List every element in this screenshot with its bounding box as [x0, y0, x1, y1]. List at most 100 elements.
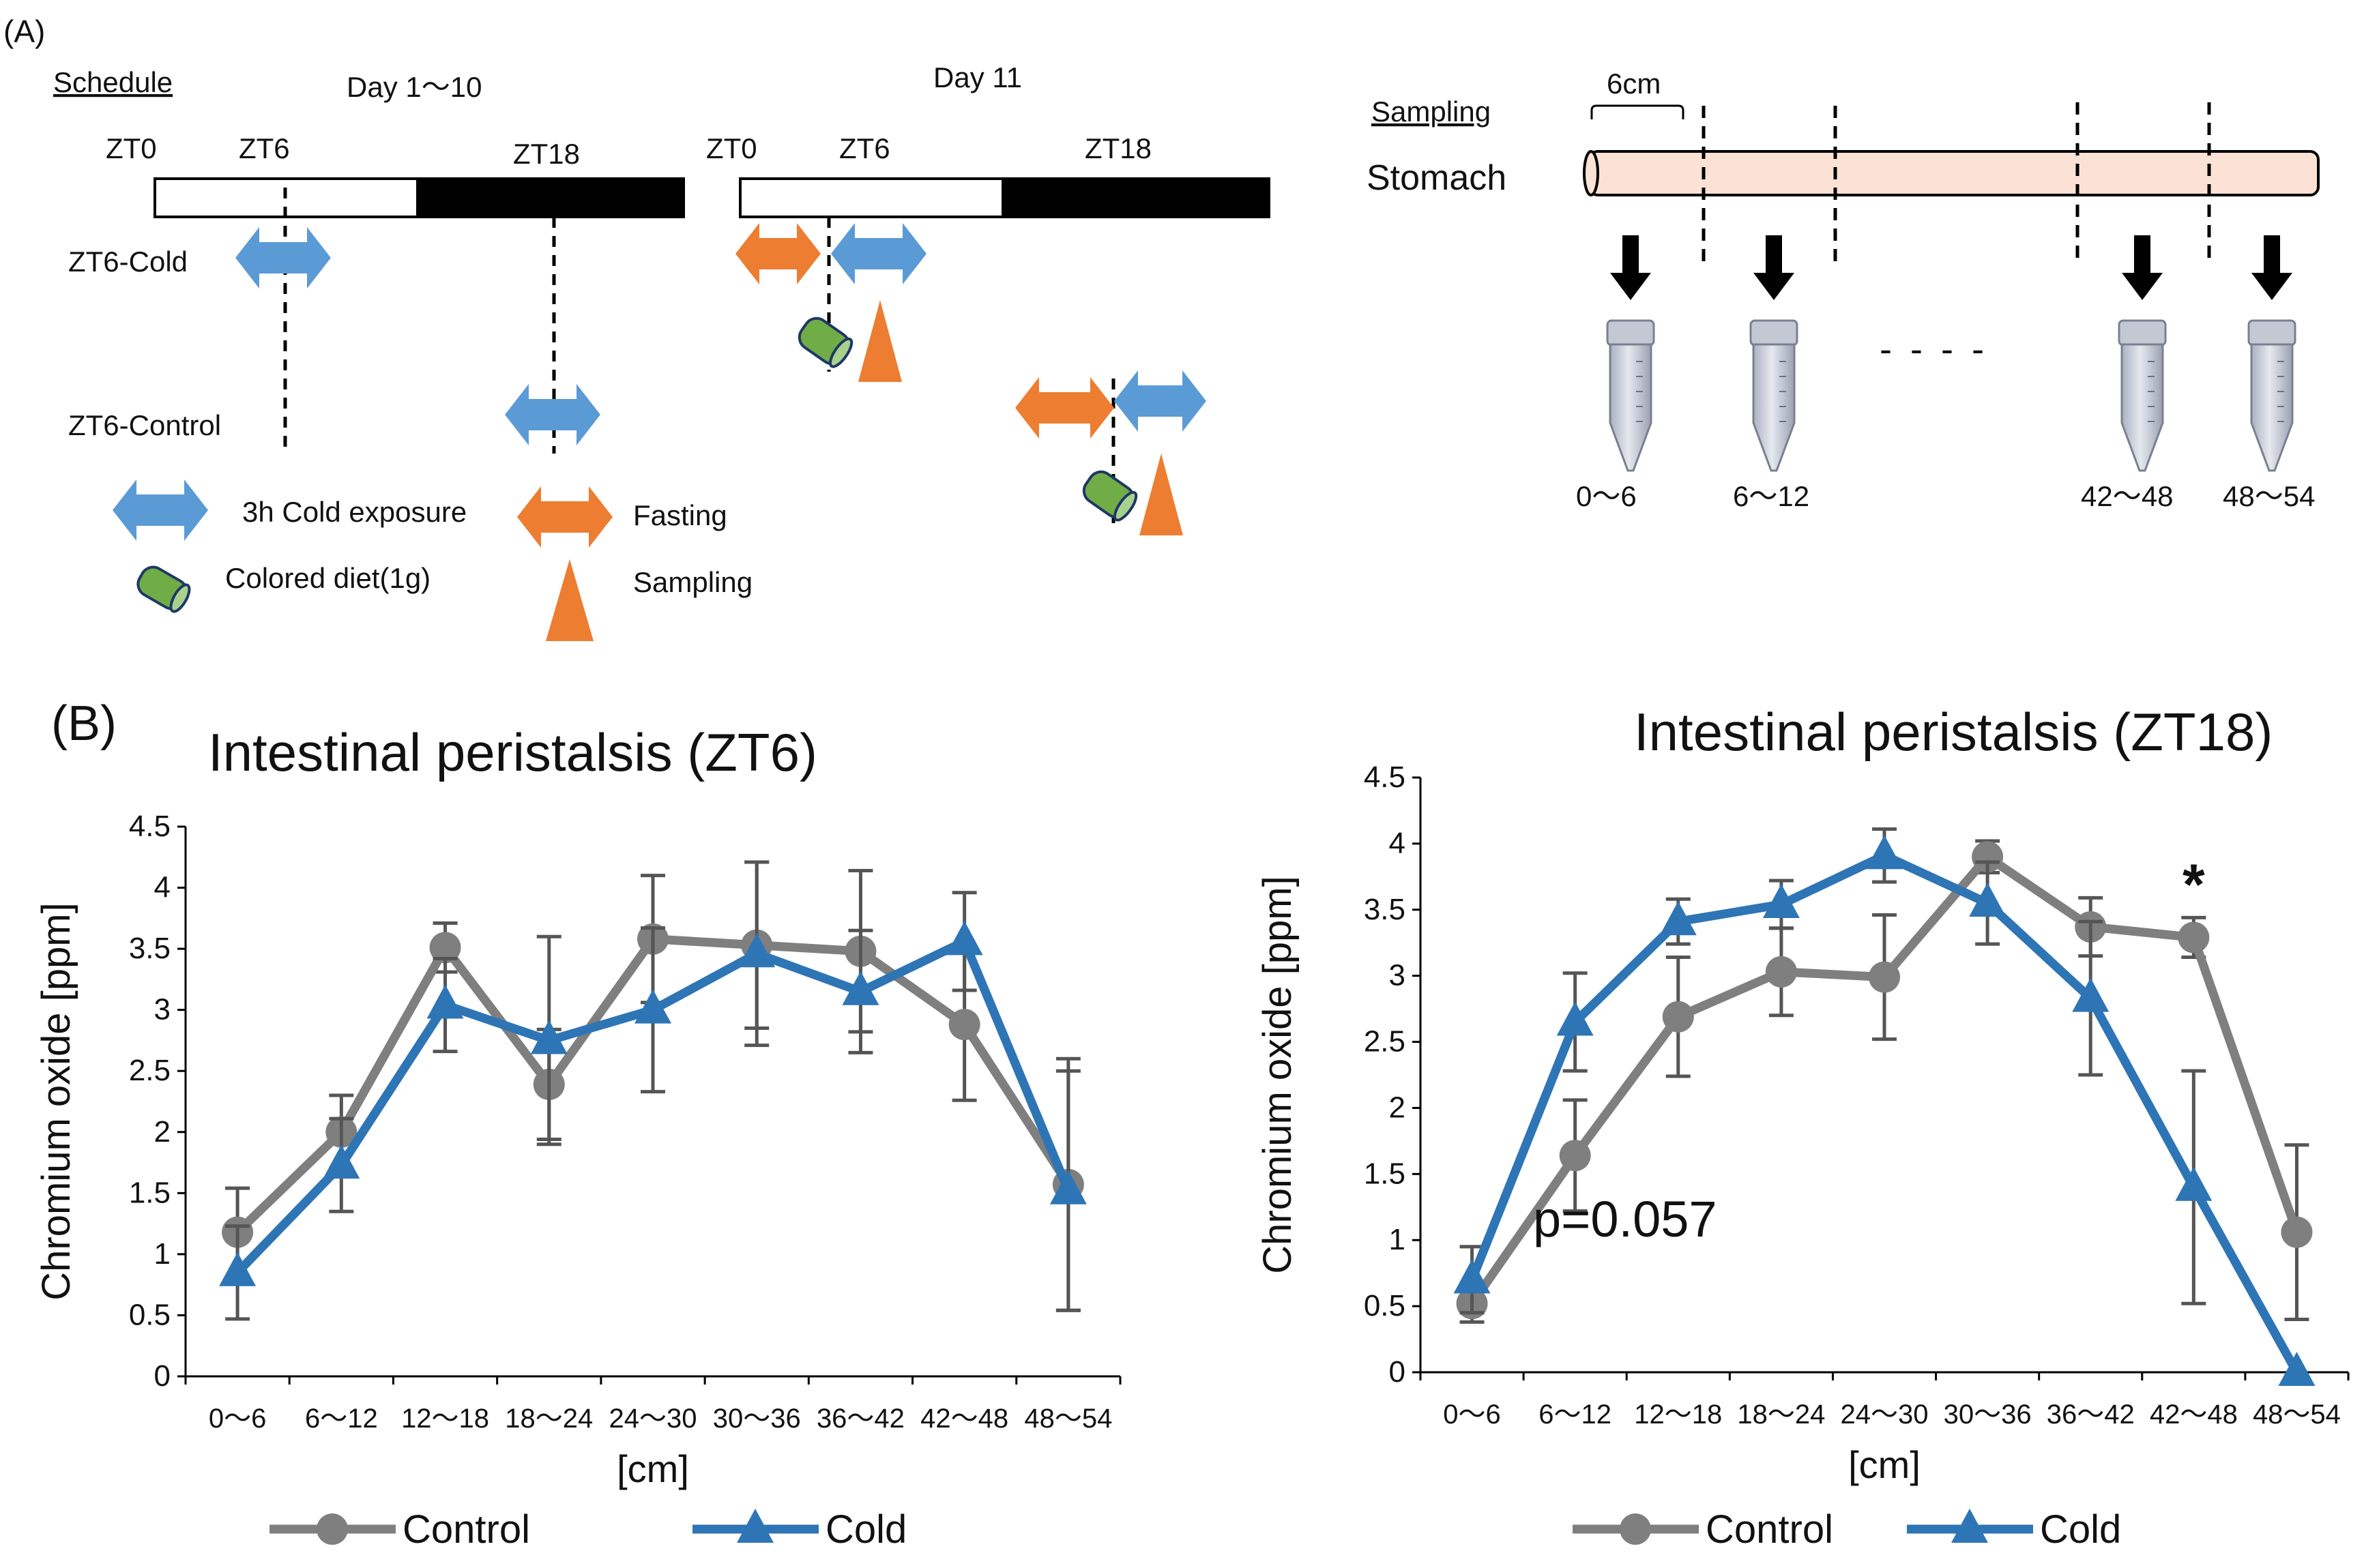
down-arrow-head [1610, 273, 1651, 300]
sample-tube-icon [1749, 319, 1798, 472]
schedule-heading: Schedule [53, 66, 173, 98]
tube-body [2250, 343, 2294, 472]
y-tick-label: 3 [154, 993, 171, 1026]
y-tick-label: 2 [1389, 1091, 1405, 1124]
data-point [2278, 1352, 2316, 1386]
legend-cold-exposure: 3h Cold exposure [242, 496, 467, 528]
data-point [2178, 921, 2210, 953]
cold-arrow-icon [235, 227, 331, 289]
x-tick-label: 36～42 [2047, 1400, 2135, 1430]
tube-cap [2247, 319, 2296, 346]
data-point [1453, 1259, 1491, 1294]
zt18-label-1: ZT18 [513, 138, 580, 170]
legend-label: Cold [2040, 1507, 2121, 1552]
x-tick-label: 24～30 [1841, 1400, 1929, 1430]
tube-body [1609, 343, 1652, 472]
light-phase-bar-2 [739, 177, 1004, 218]
legend-marker [1620, 1513, 1651, 1545]
series-cold [1453, 827, 2316, 1386]
colored-diet-icon [798, 316, 853, 368]
data-point [426, 984, 464, 1019]
chart-title: Intestinal peristalsis (ZT6) [208, 722, 817, 782]
data-point [948, 1009, 980, 1041]
ellipsis: - - - - [1880, 329, 1988, 370]
y-tick-label: 3.5 [129, 932, 171, 965]
x-tick-label: 0～6 [209, 1404, 267, 1434]
x-tick-label: 18～24 [505, 1404, 593, 1434]
legend-sampling-triangle-icon [546, 559, 594, 641]
data-point [1556, 1001, 1594, 1036]
data-point [1969, 883, 2006, 917]
zt18-label-2: ZT18 [1085, 132, 1152, 164]
dark-phase-bar-1 [416, 177, 685, 218]
zt0-label-2: ZT0 [706, 132, 757, 164]
sample-tube-icon [2247, 319, 2296, 472]
y-tick-label: 4.5 [1364, 760, 1405, 794]
down-arrow-shaft [1766, 235, 1782, 276]
data-point [842, 971, 879, 1005]
data-point [2072, 977, 2110, 1012]
data-point [1972, 841, 2004, 873]
data-point [738, 933, 776, 968]
x-axis-label: [cm] [617, 1447, 689, 1490]
y-tick-label: 0 [1389, 1355, 1405, 1389]
y-tick-label: 0 [154, 1359, 171, 1393]
legend: Control Cold [269, 1507, 907, 1552]
day-1-10-label: Day 1～10 [347, 71, 482, 103]
legend-fasting-arrow-icon [517, 486, 613, 548]
legend-marker [317, 1513, 348, 1545]
data-point [1659, 901, 1697, 936]
x-tick-label: 48～54 [2253, 1400, 2341, 1430]
y-tick-label: 2.5 [1364, 1025, 1405, 1059]
segment-length-label: 6cm [1607, 68, 1661, 100]
x-tick-label: 12～18 [401, 1404, 489, 1434]
y-tick-label: 0.5 [1364, 1289, 1405, 1322]
cold-arrow-icon [505, 384, 600, 445]
tube-body [1752, 343, 1796, 472]
data-point [2175, 1166, 2213, 1201]
x-tick-label: 24～30 [609, 1404, 697, 1434]
p-value-annotation: p=0.057 [1533, 1191, 1717, 1247]
x-tick-label: 6～12 [305, 1404, 378, 1434]
sample-tube-icon [2118, 319, 2167, 472]
down-arrow-shaft [2264, 235, 2280, 276]
legend-sampling: Sampling [633, 566, 753, 598]
y-tick-label: 2 [154, 1115, 171, 1149]
panel-a-label: (A) [3, 14, 45, 49]
legend-label: Control [403, 1507, 530, 1552]
tube-cap [1606, 319, 1655, 346]
y-axis-label: Chromium oxide [ppm] [1255, 876, 1300, 1273]
data-point [1762, 884, 1800, 919]
x-tick-label: 12～18 [1634, 1400, 1722, 1430]
y-tick-label: 1 [1389, 1223, 1405, 1256]
data-point [429, 932, 461, 964]
down-arrow-head [2122, 273, 2163, 300]
sampling-triangle-icon [858, 300, 902, 382]
legend-colored-diet: Colored diet(1g) [225, 562, 430, 594]
tube-label: 48～54 [2223, 480, 2315, 512]
y-tick-label: 1.5 [1364, 1157, 1405, 1190]
tube-cap [2118, 319, 2167, 346]
y-tick-label: 2.5 [129, 1054, 171, 1087]
x-tick-label: 6～12 [1538, 1400, 1611, 1430]
x-tick-label: 18～24 [1737, 1400, 1825, 1430]
zt6-cold-label: ZT6-Cold [68, 246, 188, 278]
y-tick-label: 1.5 [129, 1176, 171, 1209]
data-point [946, 921, 983, 956]
sample-tubes: 0～6 6～12 42～48 48～54 [1576, 235, 2315, 512]
down-arrow-shaft [1622, 235, 1639, 276]
chart-zt18: Intestinal peristalsis (ZT18) 0 0.5 1 1.5 2 2.… [1255, 702, 2350, 1552]
y-tick-label: 3.5 [1364, 893, 1405, 926]
dark-phase-bar-2 [1002, 177, 1270, 218]
tube-label: 42～48 [2081, 480, 2173, 512]
x-tick-label: 0～6 [1443, 1400, 1501, 1430]
data-point [1869, 961, 1900, 993]
y-tick-label: 3 [1389, 959, 1405, 992]
x-axis-label: [cm] [1848, 1443, 1921, 1486]
tube-label: 0～6 [1576, 480, 1637, 512]
fasting-arrow-icon [1015, 377, 1114, 439]
chart-zt6: Intestinal peristalsis (ZT6) 0 0.5 1 1.5 2 2.5… [34, 722, 1122, 1552]
stomach-label: Stomach [1367, 158, 1506, 198]
sampling-diagram: Sampling 6cm Stomach - - - - 0～6 6～12 42～4… [1367, 68, 2320, 512]
